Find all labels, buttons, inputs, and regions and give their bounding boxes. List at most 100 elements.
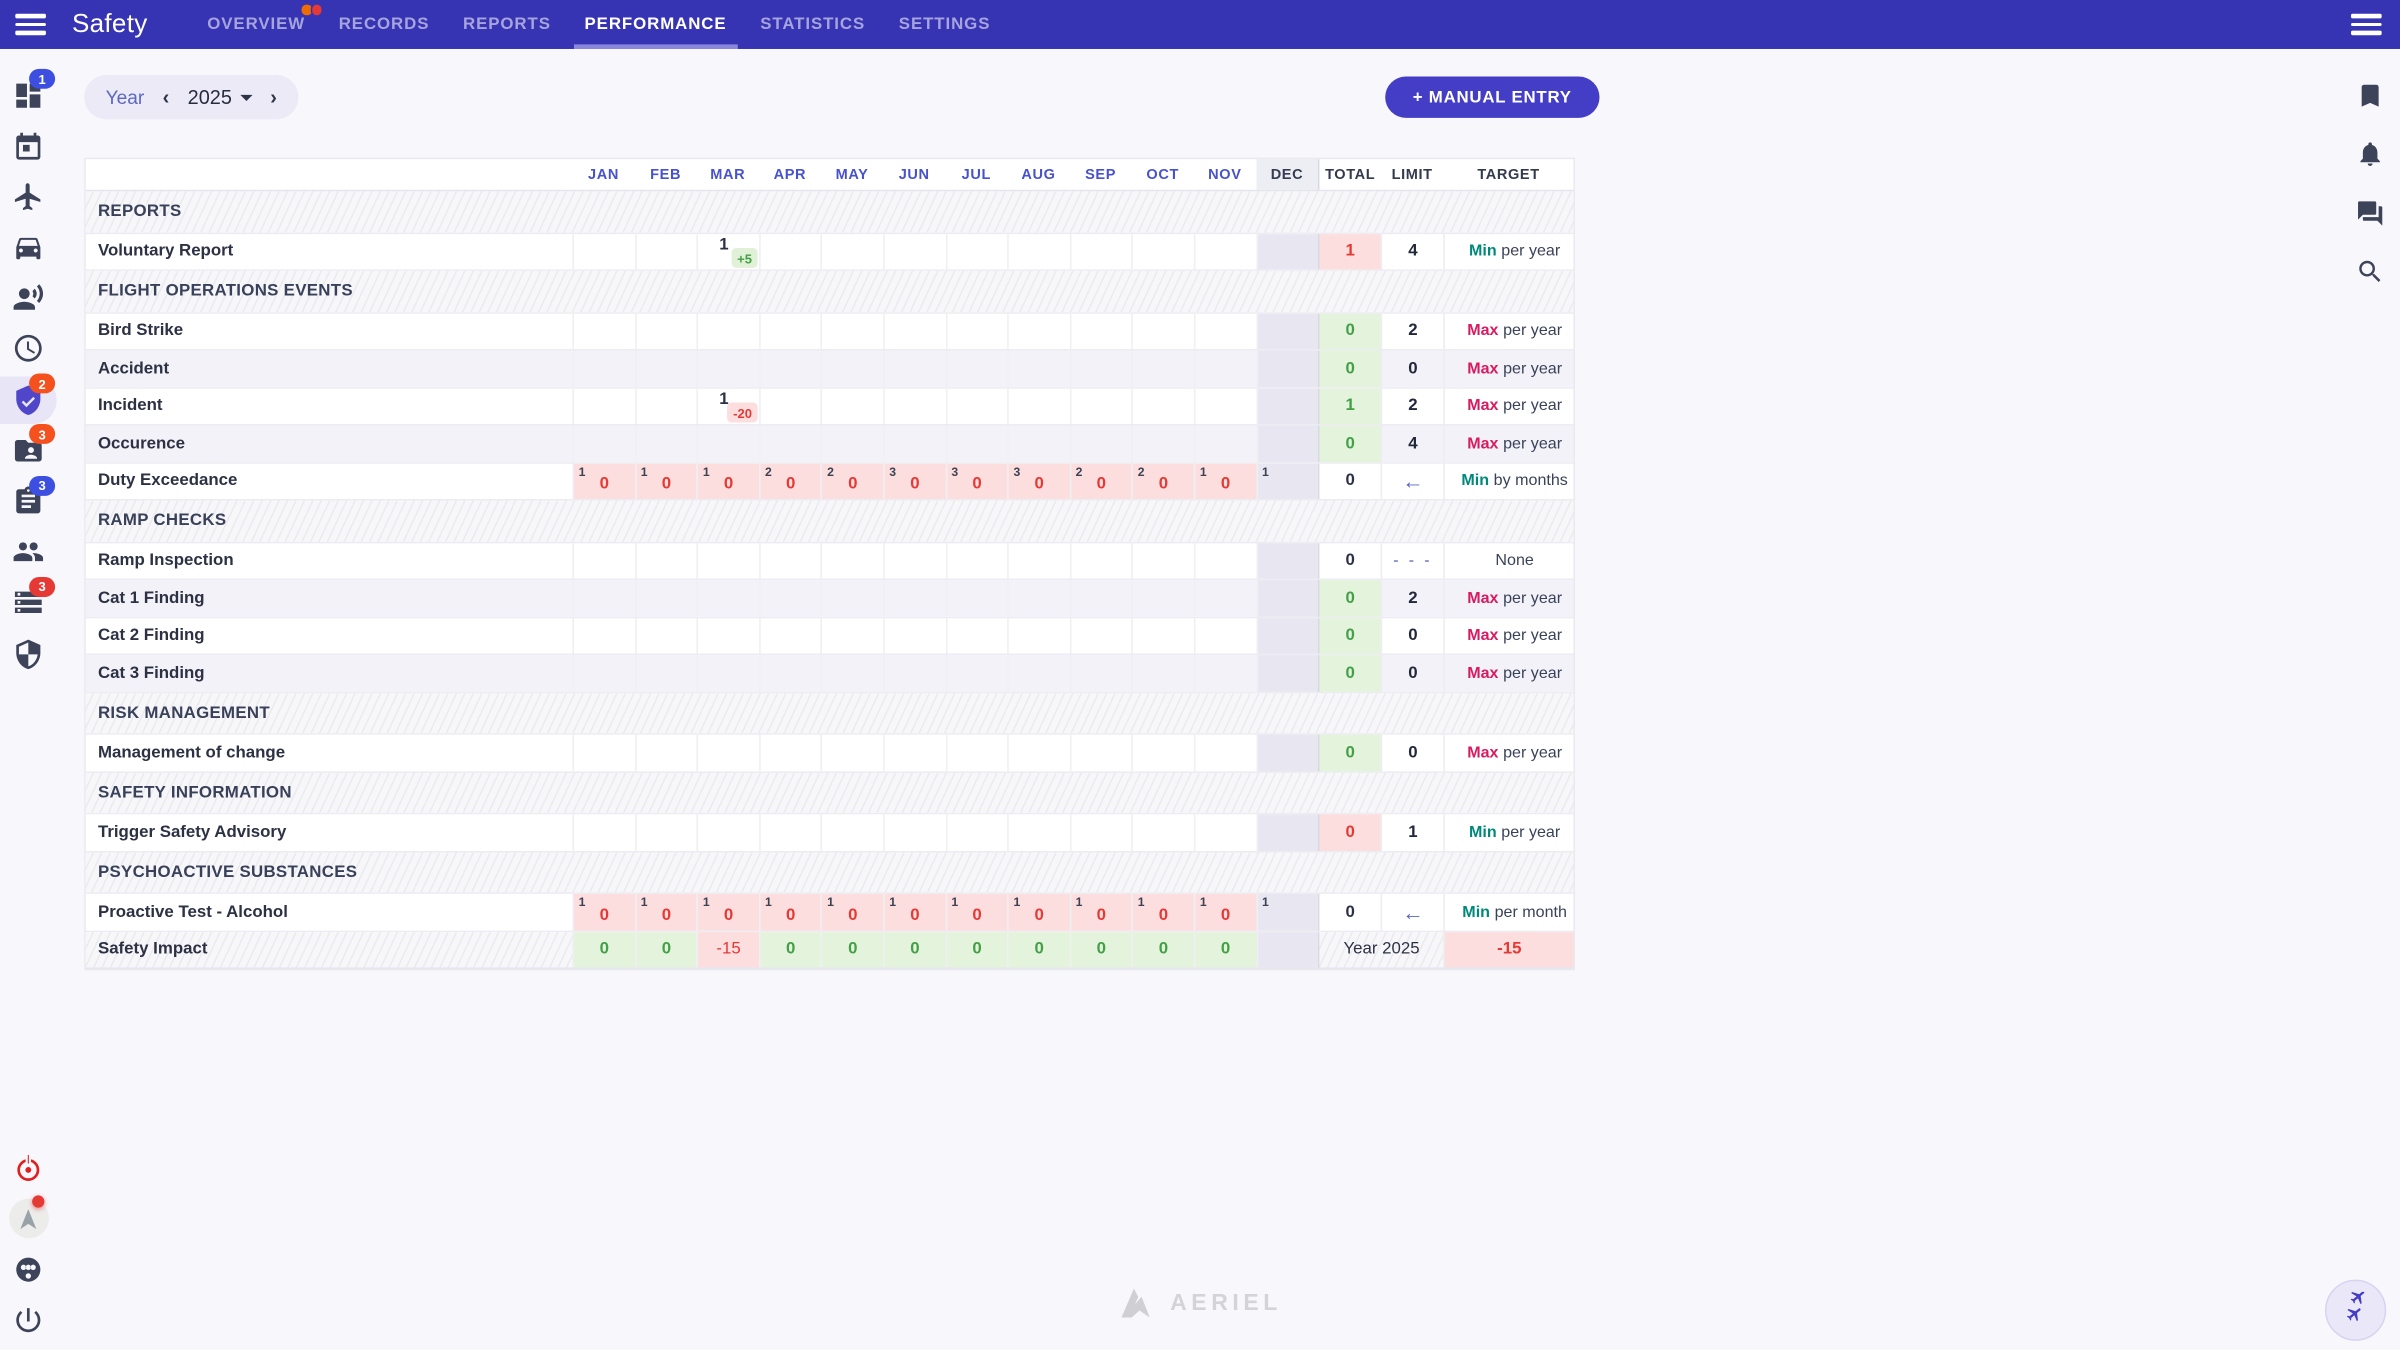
month-cell — [758, 655, 821, 692]
month-cell — [1131, 814, 1194, 851]
period-type-label[interactable]: Year — [105, 86, 145, 108]
sidebar-item-vehicle[interactable] — [0, 229, 57, 266]
row-label[interactable]: Voluntary Report — [97, 242, 234, 261]
month-cell[interactable]: 1 +5 — [696, 233, 759, 270]
month-cell[interactable]: 1 — [1255, 463, 1319, 499]
tab-reports[interactable]: REPORTS — [463, 15, 551, 34]
month-cell — [572, 388, 634, 424]
row-label[interactable]: Proactive Test - Alcohol — [97, 902, 288, 922]
month-cell[interactable]: 1 -20 — [696, 388, 759, 424]
right-menu-button[interactable] — [2351, 13, 2382, 36]
year-dropdown[interactable]: 2025 — [188, 86, 252, 109]
arrow-left-icon: ← — [1402, 899, 1424, 925]
row-label[interactable]: Ramp Inspection — [97, 551, 234, 570]
module-tabs: OVERVIEW RECORDS REPORTS PERFORMANCE STATIST… — [190, 0, 1007, 49]
month-cell[interactable]: 1 — [1255, 893, 1319, 930]
sidebar-item-storage[interactable]: 3 — [0, 576, 57, 622]
sidebar-item-airplane[interactable] — [0, 178, 57, 215]
sidebar-item-folder-person[interactable]: 3 — [0, 424, 57, 469]
tab-settings[interactable]: SETTINGS — [898, 15, 991, 34]
row-label[interactable]: Bird Strike — [97, 321, 184, 341]
sidebar-item-clock[interactable] — [0, 331, 57, 368]
sidebar-item-emergency[interactable] — [0, 1149, 57, 1186]
row-label[interactable]: Occurence — [85, 425, 573, 462]
tab-performance[interactable]: PERFORMANCE — [568, 0, 744, 49]
previous-year-button[interactable]: ‹ — [162, 85, 170, 109]
sidebar-item-dashboard[interactable]: 1 — [0, 68, 57, 114]
row-label[interactable]: Cat 3 Finding — [85, 655, 573, 692]
next-year-button[interactable]: › — [270, 85, 277, 109]
row-label[interactable]: Incident — [97, 396, 163, 416]
sidebar-item-shield-check[interactable]: 2 — [0, 373, 57, 418]
tab-statistics[interactable]: STATISTICS — [760, 15, 866, 34]
row-label[interactable]: Duty Exceedance — [97, 471, 238, 491]
sidebar-item-calendar[interactable] — [0, 127, 57, 164]
month-cell — [883, 313, 945, 349]
sidebar-item-bookmark[interactable] — [2355, 77, 2384, 114]
manual-entry-button[interactable]: + MANUAL ENTRY — [1385, 76, 1600, 118]
tab-records[interactable]: RECORDS — [338, 15, 430, 34]
row-label[interactable]: Accident — [85, 350, 573, 387]
month-cell — [634, 542, 697, 579]
left-sidebar: 1 2 3 3 3 — [0, 68, 57, 673]
sidebar-item-bell[interactable] — [2355, 135, 2384, 172]
sidebar-item-nav-logo[interactable] — [0, 1195, 57, 1239]
month-cell — [634, 617, 697, 654]
sidebar-item-power[interactable] — [0, 1302, 57, 1339]
tab-overview[interactable]: OVERVIEW — [190, 0, 324, 49]
power-icon — [16, 1308, 41, 1333]
limit-cell: 4 — [1380, 425, 1444, 462]
month-cell — [820, 425, 884, 462]
row-label[interactable]: Cat 2 Finding — [97, 626, 205, 645]
sidebar-item-people[interactable] — [0, 534, 57, 571]
row-label[interactable]: Cat 1 Finding — [85, 580, 573, 617]
total-cell: 0 — [1318, 814, 1381, 851]
page-title: Safety — [71, 9, 148, 39]
month-cell — [1069, 655, 1132, 692]
sidebar-item-clipboard[interactable]: 3 — [0, 475, 57, 520]
section-title: REPORTS — [97, 202, 182, 221]
airplane-icon — [14, 183, 41, 210]
sidebar-item-shield[interactable] — [0, 635, 57, 672]
sidebar-item-wheel[interactable] — [0, 1251, 57, 1288]
month-cell — [1193, 655, 1256, 692]
sidebar-item-search[interactable] — [2355, 253, 2384, 290]
section-title: RISK MANAGEMENT — [97, 703, 270, 723]
section-row: PSYCHOACTIVE SUBSTANCES — [85, 851, 1574, 894]
menu-icon[interactable] — [15, 13, 46, 36]
sidebar-item-record-voice[interactable] — [0, 280, 57, 317]
flights-fab-button[interactable] — [2324, 1279, 2387, 1341]
row-label[interactable]: Management of change — [97, 743, 286, 762]
month-cell — [945, 655, 1008, 692]
sidebar-item-chat[interactable] — [2355, 194, 2384, 231]
month-cell — [820, 233, 883, 270]
month-cell — [1069, 233, 1132, 270]
right-menu-icon[interactable] — [2351, 13, 2382, 36]
dashboard-icon — [16, 82, 41, 107]
month-header-oct: OCT — [1146, 166, 1179, 183]
row-label[interactable]: Trigger Safety Advisory — [97, 823, 287, 842]
